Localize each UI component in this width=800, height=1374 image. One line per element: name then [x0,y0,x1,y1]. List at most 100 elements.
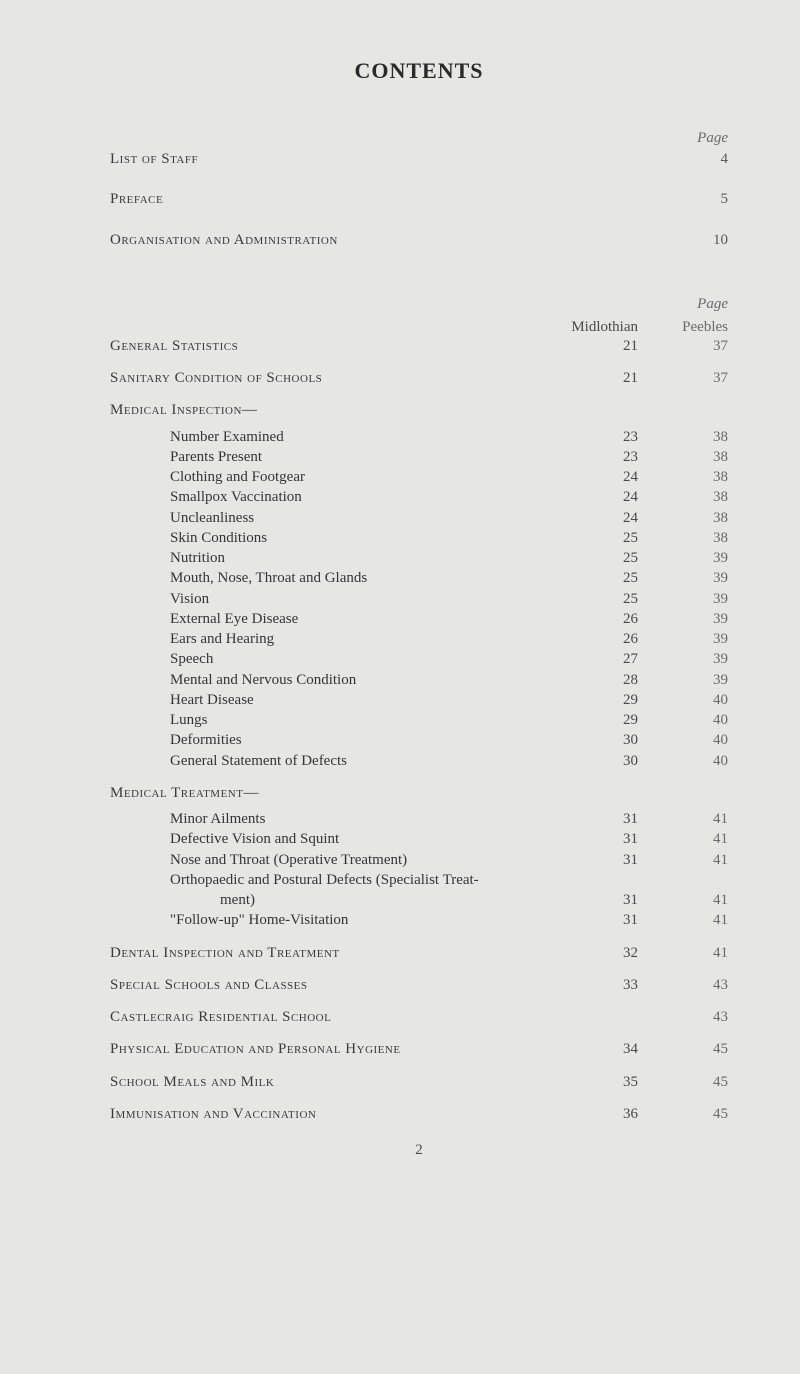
entry-midlothian: 25 [528,568,638,588]
column-header-page: Page [110,296,728,313]
entry-midlothian: 24 [528,467,638,487]
entry-peebles: 41 [638,943,728,963]
entry-label: Defective Vision and Squint [110,829,528,849]
contents-row: Orthopaedic and Postural Defects (Specia… [110,870,728,890]
entry-label: List of Staff [110,149,648,169]
entry-midlothian: 21 [528,336,638,356]
contents-row: Mental and Nervous Condition2839 [110,670,728,690]
entry-label: General Statistics [110,336,528,356]
entry-label: Immunisation and Vaccination [110,1104,528,1124]
entry-peebles: 38 [638,427,728,447]
contents-row: Physical Education and Personal Hygiene3… [110,1039,728,1059]
entry-midlothian: 29 [528,690,638,710]
contents-row: Smallpox Vaccination2438 [110,487,728,507]
entry-label: Skin Conditions [110,528,528,548]
contents-row: Uncleanliness2438 [110,508,728,528]
page-number: 2 [110,1142,728,1159]
entry-label: Lungs [110,710,528,730]
contents-row: Speech2739 [110,649,728,669]
entry-label: Vision [110,589,528,609]
heading-label: Medical Inspection— [110,400,728,420]
entry-midlothian: 28 [528,670,638,690]
entry-peebles: 37 [638,336,728,356]
entry-label: Parents Present [110,447,528,467]
entry-peebles: 39 [638,670,728,690]
heading-label: Medical Treatment— [110,783,728,803]
contents-row: "Follow-up" Home-Visitation3141 [110,910,728,930]
entry-midlothian: 36 [528,1104,638,1124]
entry-midlothian: 31 [528,910,638,930]
entry-page: 5 [648,189,728,209]
entry-peebles: 40 [638,710,728,730]
entry-midlothian: 26 [528,629,638,649]
contents-row: Defective Vision and Squint3141 [110,829,728,849]
entry-peebles: 38 [638,467,728,487]
top-entries: List of Staff4 Preface5 Organisation and A… [110,149,728,250]
entry-label: Minor Ailments [110,809,528,829]
entry-label: Mouth, Nose, Throat and Glands [110,568,528,588]
contents-row: Lungs2940 [110,710,728,730]
contents-entries: General Statistics2137 Sanitary Condition… [110,336,728,1124]
contents-row: General Statement of Defects3040 [110,751,728,771]
entry-peebles: 39 [638,589,728,609]
contents-row: Vision2539 [110,589,728,609]
entry-peebles: 43 [638,975,728,995]
entry-peebles: 40 [638,730,728,750]
entry-label: School Meals and Milk [110,1072,528,1092]
entry-label: ment) [110,890,528,910]
page-title: CONTENTS [110,58,728,84]
entry-label: Preface [110,189,648,209]
top-entry: List of Staff4 [110,149,728,169]
contents-row: Mouth, Nose, Throat and Glands2539 [110,568,728,588]
section-heading: Medical Treatment— [110,783,728,803]
entry-peebles: 41 [638,910,728,930]
entry-midlothian: 24 [528,508,638,528]
contents-row: Parents Present2338 [110,447,728,467]
entry-midlothian: 25 [528,548,638,568]
entry-label: Sanitary Condition of Schools [110,368,528,388]
entry-label: General Statement of Defects [110,751,528,771]
entry-peebles: 45 [638,1104,728,1124]
entry-midlothian: 25 [528,589,638,609]
contents-row: ment)3141 [110,890,728,910]
entry-label: Organisation and Administration [110,230,648,250]
col-header-midlothian: Midlothian [528,319,638,336]
entry-page: 10 [648,230,728,250]
entry-label: Dental Inspection and Treatment [110,943,528,963]
contents-row: Dental Inspection and Treatment3241 [110,943,728,963]
contents-row: Minor Ailments3141 [110,809,728,829]
entry-midlothian: 31 [528,890,638,910]
entry-peebles: 45 [638,1039,728,1059]
entry-midlothian: 31 [528,809,638,829]
section-heading: Medical Inspection— [110,400,728,420]
entry-midlothian: 31 [528,829,638,849]
page-label-top: Page [110,130,728,147]
contents-row: External Eye Disease2639 [110,609,728,629]
entry-midlothian: 29 [528,710,638,730]
contents-row: Special Schools and Classes3343 [110,975,728,995]
entry-midlothian: 30 [528,730,638,750]
entry-label: External Eye Disease [110,609,528,629]
entry-peebles: 45 [638,1072,728,1092]
entry-peebles: 41 [638,890,728,910]
entry-label: Mental and Nervous Condition [110,670,528,690]
contents-row: Immunisation and Vaccination3645 [110,1104,728,1124]
entry-peebles: 41 [638,850,728,870]
top-entry: Preface5 [110,189,728,209]
entry-midlothian: 21 [528,368,638,388]
contents-row: School Meals and Milk3545 [110,1072,728,1092]
entry-peebles: 39 [638,649,728,669]
entry-peebles: 38 [638,447,728,467]
contents-row: General Statistics2137 [110,336,728,356]
entry-label: Nose and Throat (Operative Treatment) [110,850,528,870]
entry-peebles: 41 [638,809,728,829]
entry-label: Clothing and Footgear [110,467,528,487]
contents-row: Nose and Throat (Operative Treatment)314… [110,850,728,870]
entry-midlothian: 25 [528,528,638,548]
entry-label: Uncleanliness [110,508,528,528]
entry-peebles: 40 [638,690,728,710]
entry-midlothian: 33 [528,975,638,995]
entry-midlothian: 23 [528,427,638,447]
entry-peebles: 39 [638,609,728,629]
entry-label: Orthopaedic and Postural Defects (Specia… [110,870,728,890]
